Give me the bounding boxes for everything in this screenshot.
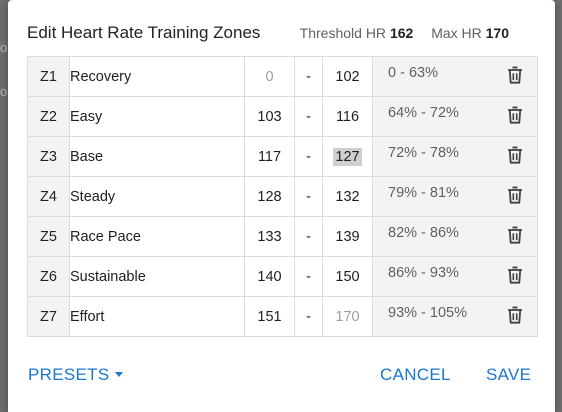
edit-zones-dialog: Edit Heart Rate Training Zones Threshold…: [8, 0, 555, 412]
zone-row: Z1 Recovery 0-102 0 - 63%: [27, 56, 538, 97]
zone-name-input[interactable]: Base: [69, 136, 245, 177]
threshold-hr-label: Threshold HR: [299, 25, 387, 41]
zone-max-value: 102: [335, 68, 360, 85]
zone-percent-range: 82% - 86%: [388, 225, 459, 241]
max-hr-label: Max HR: [431, 25, 482, 41]
zone-percent-range: 79% - 81%: [388, 185, 459, 201]
range-separator: -: [294, 96, 323, 137]
zone-row: Z4 Steady 128-132 79% - 81%: [27, 176, 538, 217]
caret-down-icon: [115, 372, 124, 377]
zone-max-value: 150: [335, 268, 360, 285]
zone-row: Z6 Sustainable 140-150 86% - 93%: [27, 256, 538, 297]
zone-max-input[interactable]: 127: [322, 136, 373, 177]
zone-id: Z6: [27, 256, 70, 297]
zone-max-input[interactable]: 150: [322, 256, 373, 297]
zone-percent-range: 72% - 78%: [388, 145, 459, 161]
zone-row: Z2 Easy 103-116 64% - 72%: [27, 96, 538, 137]
threshold-hr-value: 162: [389, 25, 414, 41]
zone-min-input: 0: [244, 56, 295, 97]
zone-min-input[interactable]: 128: [244, 176, 295, 217]
range-separator: -: [294, 216, 323, 257]
zone-max-value: 116: [335, 108, 360, 125]
zone-percent-range: 64% - 72%: [388, 105, 459, 121]
zone-name-input[interactable]: Sustainable: [69, 256, 245, 297]
range-separator: -: [294, 296, 323, 337]
trash-can-icon[interactable]: [507, 226, 523, 248]
zone-percent-cell: 79% - 81%: [372, 176, 538, 217]
zone-min-input[interactable]: 151: [244, 296, 295, 337]
zone-min-input[interactable]: 133: [244, 216, 295, 257]
zone-name-input[interactable]: Steady: [69, 176, 245, 217]
hr-thresholds: Threshold HR 162 Max HR 170: [300, 25, 509, 41]
presets-label: PRESETS: [28, 365, 110, 384]
trash-can-icon[interactable]: [507, 106, 523, 128]
max-hr-value: 170: [485, 25, 509, 41]
trash-can-icon[interactable]: [507, 186, 523, 208]
zone-id: Z5: [27, 216, 70, 257]
zone-row: Z7 Effort 151-170 93% - 105%: [27, 296, 538, 337]
zone-id: Z3: [27, 136, 70, 177]
trash-can-icon[interactable]: [507, 306, 523, 328]
range-separator: -: [294, 256, 323, 297]
zone-max-value: 170: [335, 308, 360, 325]
zone-percent-cell: 82% - 86%: [372, 216, 538, 257]
range-separator: -: [294, 176, 323, 217]
zones-table: Z1 Recovery 0-102 0 - 63% Z2 Easy 103-116 64% -…: [27, 56, 538, 337]
backdrop-text-fragment: o: [0, 40, 8, 55]
zone-name-input[interactable]: Race Pace: [69, 216, 245, 257]
presets-button[interactable]: PRESETS: [28, 365, 124, 385]
zone-percent-cell: 0 - 63%: [372, 56, 538, 97]
zone-percent-range: 0 - 63%: [388, 65, 438, 81]
zone-max-value: 139: [335, 228, 360, 245]
zone-max-input: 170: [322, 296, 373, 337]
trash-can-icon[interactable]: [507, 66, 523, 88]
zone-max-value: 132: [335, 188, 360, 205]
zone-percent-cell: 64% - 72%: [372, 96, 538, 137]
backdrop-text-fragment: o: [0, 84, 8, 99]
zone-row: Z3 Base 117-127 72% - 78%: [27, 136, 538, 177]
zone-id: Z2: [27, 96, 70, 137]
zone-id: Z7: [27, 296, 70, 337]
zone-id: Z1: [27, 56, 70, 97]
zone-max-input[interactable]: 102: [322, 56, 373, 97]
zone-min-input[interactable]: 140: [244, 256, 295, 297]
range-separator: -: [294, 56, 323, 97]
zone-max-value: 127: [333, 147, 362, 166]
save-button[interactable]: SAVE: [486, 365, 532, 384]
dialog-header: Edit Heart Rate Training Zones Threshold…: [27, 22, 535, 44]
cancel-button[interactable]: CANCEL: [380, 365, 451, 384]
zone-percent-cell: 86% - 93%: [372, 256, 538, 297]
zone-percent-range: 86% - 93%: [388, 265, 459, 281]
zone-name-input[interactable]: Recovery: [69, 56, 245, 97]
trash-can-icon[interactable]: [507, 146, 523, 168]
zone-min-input[interactable]: 103: [244, 96, 295, 137]
range-separator: -: [294, 136, 323, 177]
dialog-title: Edit Heart Rate Training Zones: [27, 23, 261, 42]
zone-name-input[interactable]: Effort: [69, 296, 245, 337]
zone-min-input[interactable]: 117: [244, 136, 295, 177]
zone-percent-cell: 72% - 78%: [372, 136, 538, 177]
trash-can-icon[interactable]: [507, 266, 523, 288]
zone-row: Z5 Race Pace 133-139 82% - 86%: [27, 216, 538, 257]
zone-max-input[interactable]: 139: [322, 216, 373, 257]
zone-percent-range: 93% - 105%: [388, 305, 467, 321]
zone-percent-cell: 93% - 105%: [372, 296, 538, 337]
zone-id: Z4: [27, 176, 70, 217]
zone-max-input[interactable]: 116: [322, 96, 373, 137]
zone-name-input[interactable]: Easy: [69, 96, 245, 137]
zone-max-input[interactable]: 132: [322, 176, 373, 217]
